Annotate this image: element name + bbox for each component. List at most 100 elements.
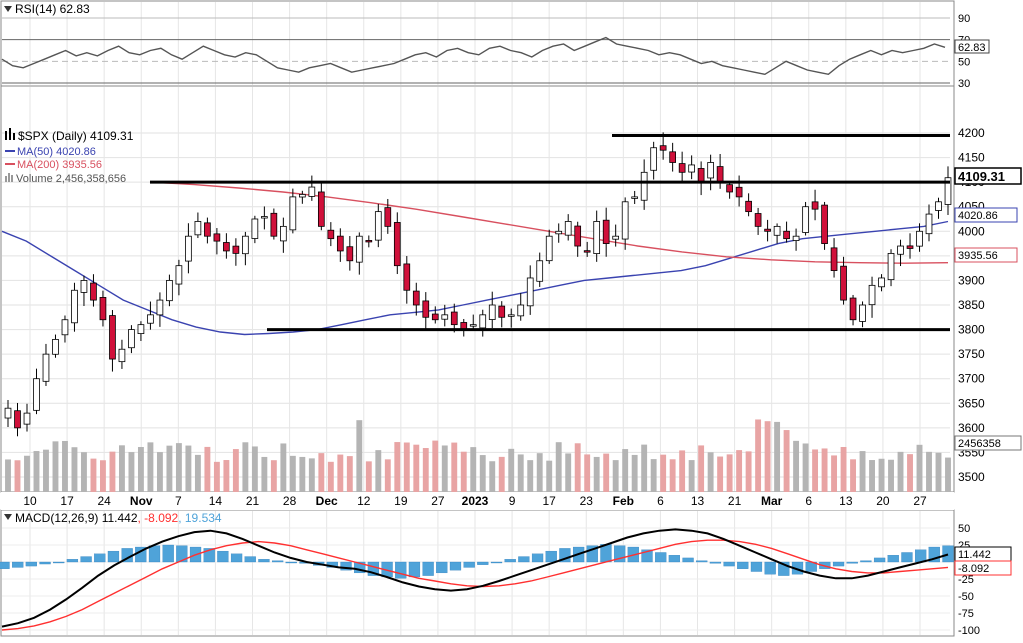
- candle-body: [194, 221, 202, 236]
- candle-body: [4, 407, 12, 419]
- macd-histogram-bar: [449, 561, 462, 571]
- volume-bar: [223, 460, 230, 492]
- macd-histogram-bar: [203, 548, 215, 563]
- volume-bar: [308, 458, 315, 492]
- volume-bar: [707, 452, 714, 492]
- candle-body: [33, 378, 40, 411]
- volume-bar: [52, 441, 59, 492]
- candle-body: [80, 280, 88, 293]
- volume-bar: [726, 454, 733, 492]
- volume-bar: [641, 444, 648, 492]
- candle-body: [536, 260, 544, 282]
- candle-body: [517, 304, 525, 317]
- candle-body: [811, 201, 819, 210]
- macd-title: MACD(12,26,9) 11.442: [15, 511, 138, 525]
- macd-histogram-bar: [408, 561, 421, 578]
- candle-body: [764, 228, 771, 232]
- volume-bar: [527, 460, 534, 492]
- volume-bar: [650, 459, 657, 492]
- candle-body: [678, 163, 686, 173]
- candle-body: [650, 147, 658, 171]
- candle-body: [213, 233, 221, 242]
- volume-bar: [612, 460, 619, 492]
- macd-histogram-bar: [887, 555, 899, 563]
- volume-bar: [166, 445, 173, 492]
- volume-bar: [109, 451, 116, 492]
- candle-body: [868, 284, 876, 306]
- candle-body: [593, 221, 601, 254]
- volume-bar: [432, 440, 439, 492]
- candle-body: [574, 225, 582, 247]
- candle-body: [71, 289, 78, 324]
- candle-body: [232, 245, 240, 254]
- candle-body: [393, 222, 401, 267]
- candle-body: [137, 324, 145, 334]
- macd-histogram-bar: [162, 544, 174, 563]
- volume-bar: [755, 419, 762, 492]
- volume-bar: [764, 421, 771, 492]
- macd-histogram-bar: [846, 561, 858, 564]
- candle-body: [688, 164, 695, 173]
- x-axis-tick: 7: [175, 494, 182, 508]
- volume-bar: [327, 461, 334, 492]
- candle-body: [109, 315, 116, 360]
- macd-histogram-bar: [764, 561, 776, 575]
- macd-histogram-bar: [285, 561, 297, 564]
- candle-body: [23, 412, 31, 425]
- candle-body: [612, 235, 620, 240]
- volume-bar: [688, 460, 695, 492]
- volume-bar: [185, 445, 192, 492]
- svg-text:3935.56: 3935.56: [958, 250, 998, 262]
- candle-body: [564, 221, 572, 236]
- candle-body: [261, 216, 268, 219]
- candle-body: [346, 246, 354, 262]
- macd-histogram-bar: [928, 546, 940, 563]
- candle-body: [716, 166, 724, 183]
- x-axis-band: [1, 492, 954, 510]
- volume-bar: [460, 451, 467, 492]
- volume-bar: [118, 445, 125, 492]
- macd-histogram-bar: [559, 548, 571, 563]
- svg-text:4020.86: 4020.86: [958, 210, 998, 222]
- volume-bar: [660, 454, 667, 492]
- macd-histogram-bar: [463, 561, 475, 568]
- candle-body: [280, 225, 287, 242]
- volume-bar: [100, 460, 106, 492]
- volume-bar: [204, 446, 211, 492]
- candle-body: [707, 162, 714, 179]
- volume-bar: [821, 448, 828, 492]
- candle-body: [270, 212, 278, 237]
- volume-bar: [280, 443, 287, 492]
- volume-bar: [147, 442, 154, 492]
- candle-body: [669, 151, 676, 163]
- macd-histogram-bar: [915, 549, 927, 563]
- volume-legend: Volume 2,456,358,656: [16, 173, 126, 185]
- candle-body: [298, 194, 306, 198]
- volume-value-tag: [954, 435, 1022, 451]
- candle-body: [251, 218, 259, 239]
- macd-axis-tick: -50: [958, 591, 974, 603]
- macd-histogram-bar: [490, 561, 503, 564]
- price-axis-tick: 3500: [958, 470, 985, 484]
- macd-histogram-bar: [778, 561, 790, 576]
- rsi-panel: [0, 0, 955, 87]
- macd-histogram-bar: [66, 559, 79, 563]
- volume-bar: [869, 460, 875, 492]
- candle-body: [906, 245, 914, 249]
- candle-body: [726, 184, 733, 193]
- macd-histogram-bar: [873, 557, 886, 563]
- rsi-layer: [1, 17, 950, 84]
- candle-body: [384, 207, 392, 227]
- x-axis-tick: 2023: [462, 494, 489, 508]
- x-axis-tick: 27: [431, 494, 445, 508]
- candle-body: [175, 265, 183, 285]
- candle-body: [469, 324, 477, 327]
- rsi-line: [1, 36, 946, 76]
- candle-body: [935, 201, 942, 211]
- svg-text:2456358: 2456358: [958, 438, 1001, 450]
- candle-body: [507, 314, 515, 317]
- candle-body: [859, 304, 866, 322]
- price-axis-tick: 4000: [958, 224, 985, 238]
- candle-body: [308, 186, 316, 197]
